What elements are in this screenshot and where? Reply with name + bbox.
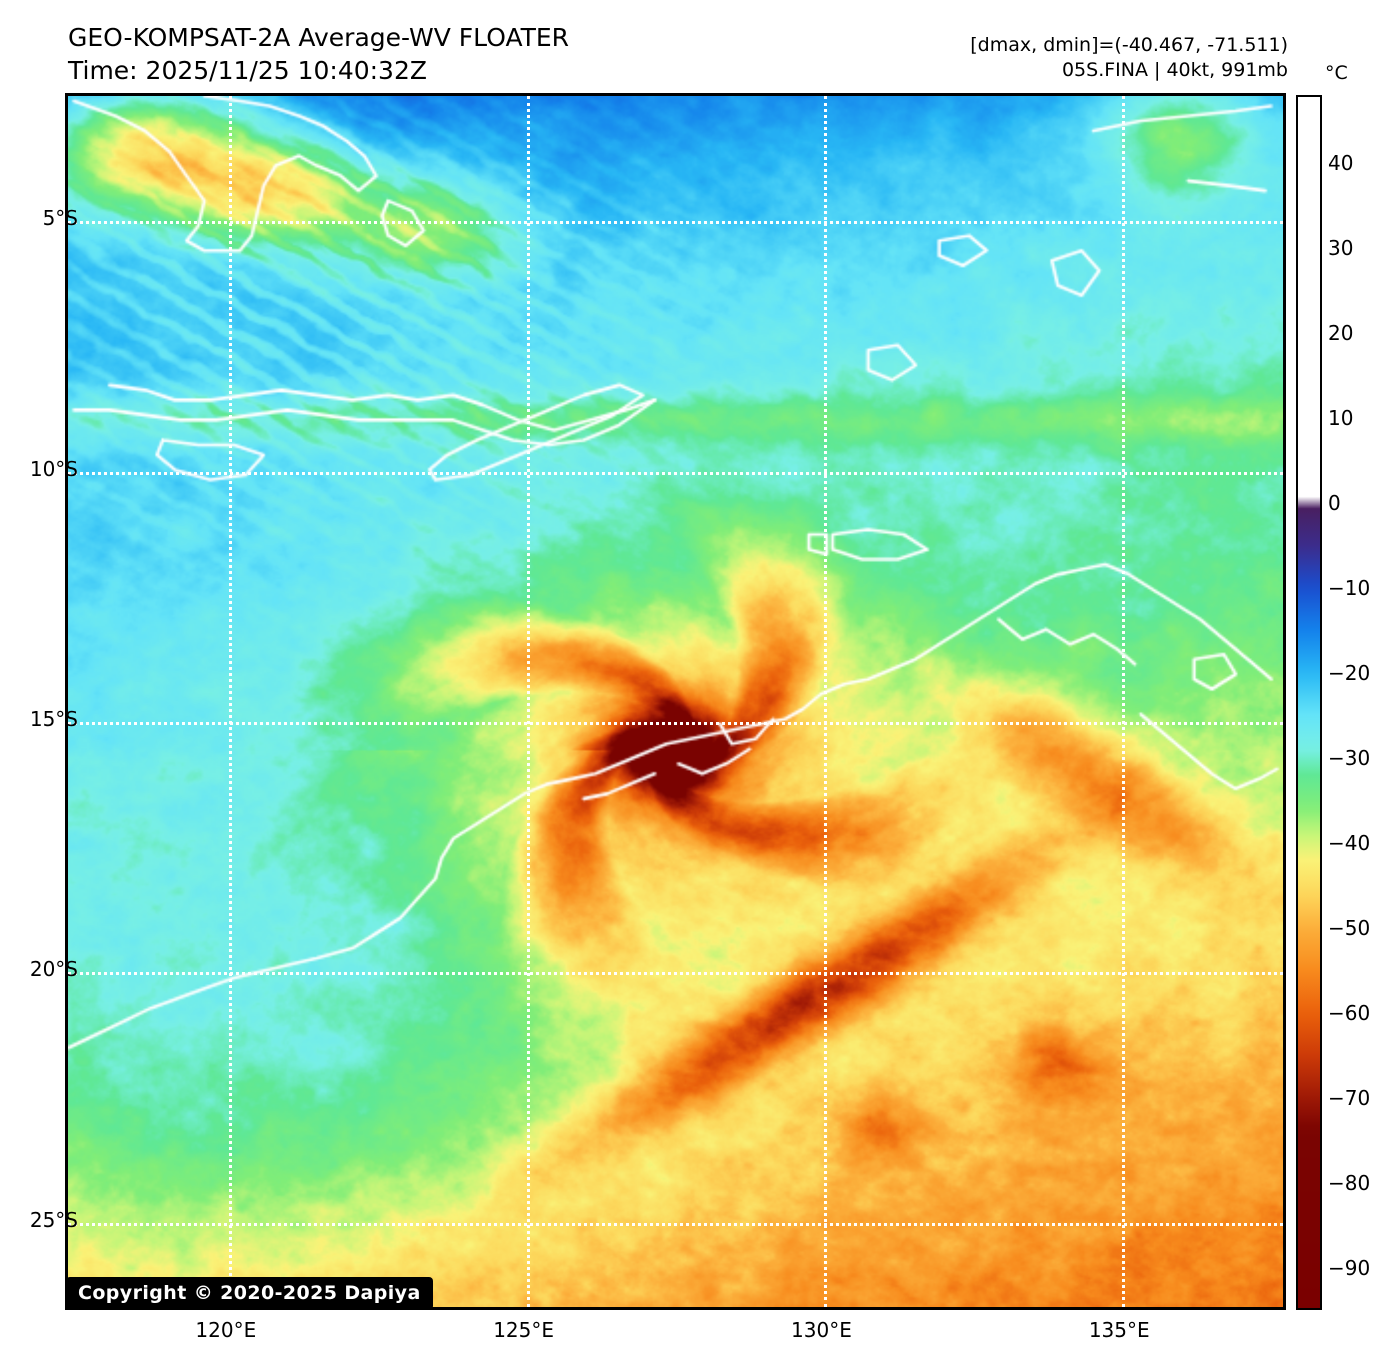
colorbar-tick--70: −70 xyxy=(1328,1085,1371,1110)
copyright-watermark: Copyright © 2020-2025 Dapiya xyxy=(66,1277,433,1310)
timestamp-label: Time: 2025/11/25 10:40:32Z xyxy=(68,55,427,85)
lat-tick-label: 10°S xyxy=(29,456,78,481)
page-title: GEO-KOMPSAT-2A Average-WV FLOATER xyxy=(68,23,570,52)
colorbar-tick--20: −20 xyxy=(1328,660,1371,685)
colorbar-tick--90: −90 xyxy=(1328,1255,1371,1280)
lat-tick-label: 25°S xyxy=(29,1207,78,1232)
lat-tick-label: 20°S xyxy=(29,957,78,982)
colorbar[interactable] xyxy=(1296,95,1322,1310)
lon-tick-label: 135°E xyxy=(1088,1318,1150,1342)
colorbar-unit-label: °C xyxy=(1325,62,1348,84)
colorbar-tick--50: −50 xyxy=(1328,915,1371,940)
lon-tick-label: 130°E xyxy=(791,1318,852,1342)
colorbar-tick-30: 30 xyxy=(1328,235,1354,260)
colorbar-tick--60: −60 xyxy=(1328,1000,1371,1025)
colorbar-tick--10: −10 xyxy=(1328,575,1371,600)
storm-info-label: 05S.FINA | 40kt, 991mb xyxy=(1061,59,1288,82)
dminmax-label: [dmax, dmin]=(-40.467, -71.511) xyxy=(970,34,1288,56)
colorbar-tick--30: −30 xyxy=(1328,745,1371,770)
satellite-imagery-canvas xyxy=(68,96,1283,1307)
lon-tick-label: 120°E xyxy=(195,1318,257,1342)
colorbar-tick--80: −80 xyxy=(1328,1170,1371,1195)
lon-tick-label: 125°E xyxy=(493,1318,555,1342)
satellite-map[interactable] xyxy=(65,93,1286,1310)
title-block: GEO-KOMPSAT-2A Average-WV FLOATER Time: … xyxy=(68,22,569,87)
lat-tick-label: 5°S xyxy=(42,206,78,231)
colorbar-gradient xyxy=(1296,95,1322,1310)
lat-tick-label: 15°S xyxy=(29,707,78,732)
colorbar-tick-40: 40 xyxy=(1328,150,1354,175)
colorbar-tick-20: 20 xyxy=(1328,320,1354,345)
colorbar-tick--40: −40 xyxy=(1328,830,1371,855)
metadata-block: [dmax, dmin]=(-40.467, -71.511) 05S.FINA… xyxy=(970,33,1288,83)
colorbar-tick-0: 0 xyxy=(1328,490,1341,515)
colorbar-tick-10: 10 xyxy=(1328,405,1354,430)
